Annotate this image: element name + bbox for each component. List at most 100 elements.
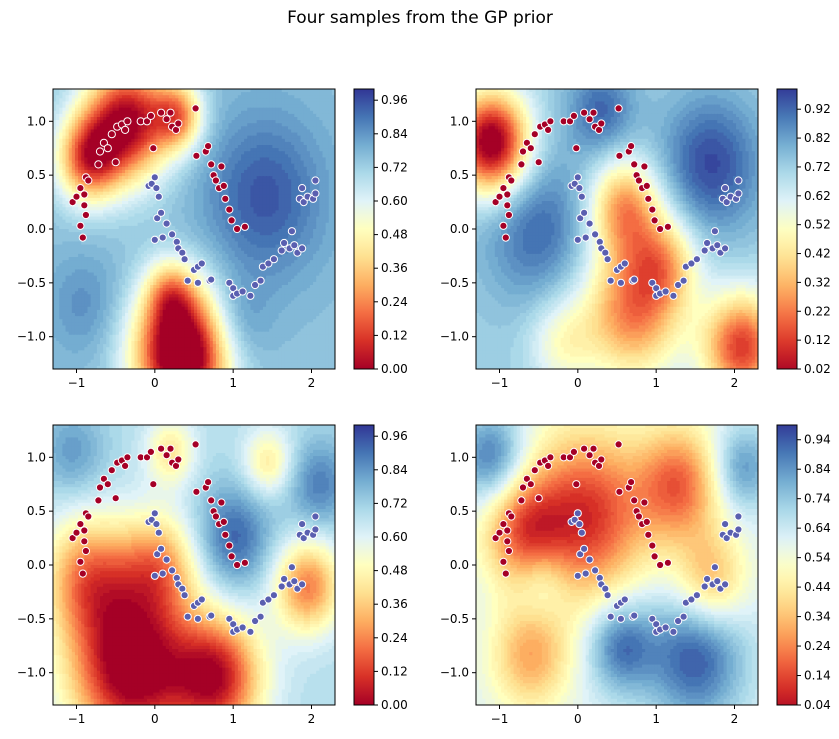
point-class1	[225, 614, 234, 623]
y-tick-label: 0.5	[450, 504, 469, 518]
point-class1	[576, 550, 585, 559]
point-class0	[174, 455, 183, 464]
point-class0	[94, 496, 103, 505]
point-class1	[152, 184, 161, 193]
point-class0	[585, 115, 594, 124]
point-class0	[634, 176, 644, 185]
point-class0	[72, 192, 81, 201]
point-class1	[207, 275, 216, 284]
point-class0	[495, 192, 504, 201]
point-class0	[499, 184, 508, 193]
point-class0	[640, 498, 649, 507]
point-class0	[507, 176, 516, 185]
point-class1	[154, 192, 163, 201]
point-class1	[157, 208, 166, 217]
point-class1	[692, 591, 702, 600]
point-class1	[734, 176, 743, 185]
point-class1	[193, 614, 202, 623]
point-class1	[162, 219, 171, 228]
point-class0	[162, 115, 171, 124]
point-class0	[491, 198, 500, 207]
point-class1	[679, 276, 688, 285]
colorbar-tick-label: 0.84	[381, 463, 408, 477]
colorbar-tick-label: 0.12	[381, 664, 408, 678]
point-class1	[207, 611, 216, 620]
point-class0	[191, 440, 200, 449]
point-class1	[603, 591, 612, 600]
point-class1	[734, 512, 743, 521]
point-class0	[656, 560, 665, 570]
point-class0	[227, 552, 236, 561]
point-class1	[311, 176, 320, 185]
point-class1	[703, 238, 712, 248]
x-tick-label: 2	[308, 376, 316, 390]
point-class0	[544, 461, 553, 470]
colorbar-tick-label: 0.72	[381, 496, 408, 510]
point-class0	[526, 480, 535, 489]
point-class1	[585, 555, 594, 564]
point-class1	[710, 563, 720, 572]
point-class1	[311, 189, 320, 198]
subplot-3: −1 0 1 2−1.0−0.50.00.51.00.000.120.240.360.…	[17, 424, 408, 726]
x-tick-label: 0	[574, 376, 582, 390]
point-class1	[577, 192, 586, 201]
point-class0	[614, 104, 623, 113]
point-class0	[614, 440, 623, 449]
point-class1	[573, 235, 582, 244]
point-class0	[221, 194, 230, 203]
point-class1	[580, 544, 589, 553]
colorbar: 0.04 0.14 0.24 0.34 0.44 0.54 0.64 0.74 0.84 0.94	[776, 424, 831, 712]
colorbar: 0.00 0.12 0.24 0.36 0.48 0.60 0.72 0.84 0.96	[353, 88, 408, 376]
y-tick-label: 0.0	[27, 558, 46, 572]
point-class0	[191, 104, 200, 113]
point-class0	[530, 466, 539, 475]
colorbar-tick-label: 0.94	[804, 433, 831, 447]
point-class0	[499, 520, 508, 529]
point-class0	[504, 546, 513, 556]
point-class1	[150, 509, 159, 518]
x-tick-label: −1	[68, 712, 86, 726]
subplot-4: −1 0 1 2−1.0−0.50.00.51.00.040.140.240.340.…	[440, 424, 831, 726]
y-tick-label: −0.5	[17, 612, 46, 626]
point-class0	[123, 453, 132, 462]
point-class0	[530, 130, 539, 139]
scatter-points	[491, 440, 743, 636]
heatmap-field	[476, 425, 758, 705]
point-class1	[162, 555, 171, 564]
point-class0	[123, 117, 132, 126]
point-class1	[277, 582, 286, 591]
point-class0	[166, 108, 175, 117]
point-class0	[642, 181, 651, 190]
point-class1	[722, 534, 731, 543]
point-class1	[287, 227, 296, 236]
point-class1	[585, 219, 594, 228]
point-class0	[217, 162, 226, 171]
point-class0	[589, 108, 598, 117]
point-class0	[518, 147, 528, 156]
point-class0	[76, 520, 85, 529]
point-class0	[650, 216, 659, 225]
colorbar-tick-label: 0.22	[804, 304, 831, 318]
point-class0	[99, 474, 109, 483]
point-class1	[256, 276, 265, 285]
point-class0	[240, 558, 249, 567]
point-class0	[648, 541, 657, 550]
point-class1	[620, 259, 629, 268]
colorbar-tick-label: 0.72	[381, 160, 408, 174]
point-class1	[180, 591, 189, 600]
point-class1	[269, 255, 278, 264]
point-class0	[644, 530, 653, 539]
point-class0	[192, 487, 201, 496]
point-class0	[76, 557, 85, 566]
point-class0	[142, 453, 152, 462]
y-tick-label: 1.0	[27, 114, 46, 128]
point-class0	[142, 117, 152, 126]
colorbar-tick-label: 0.00	[381, 698, 408, 712]
point-class0	[650, 552, 659, 561]
point-class1	[290, 241, 299, 250]
point-class1	[246, 291, 255, 300]
point-class0	[80, 190, 89, 199]
point-class1	[238, 287, 247, 296]
x-tick-label: 0	[574, 712, 582, 726]
